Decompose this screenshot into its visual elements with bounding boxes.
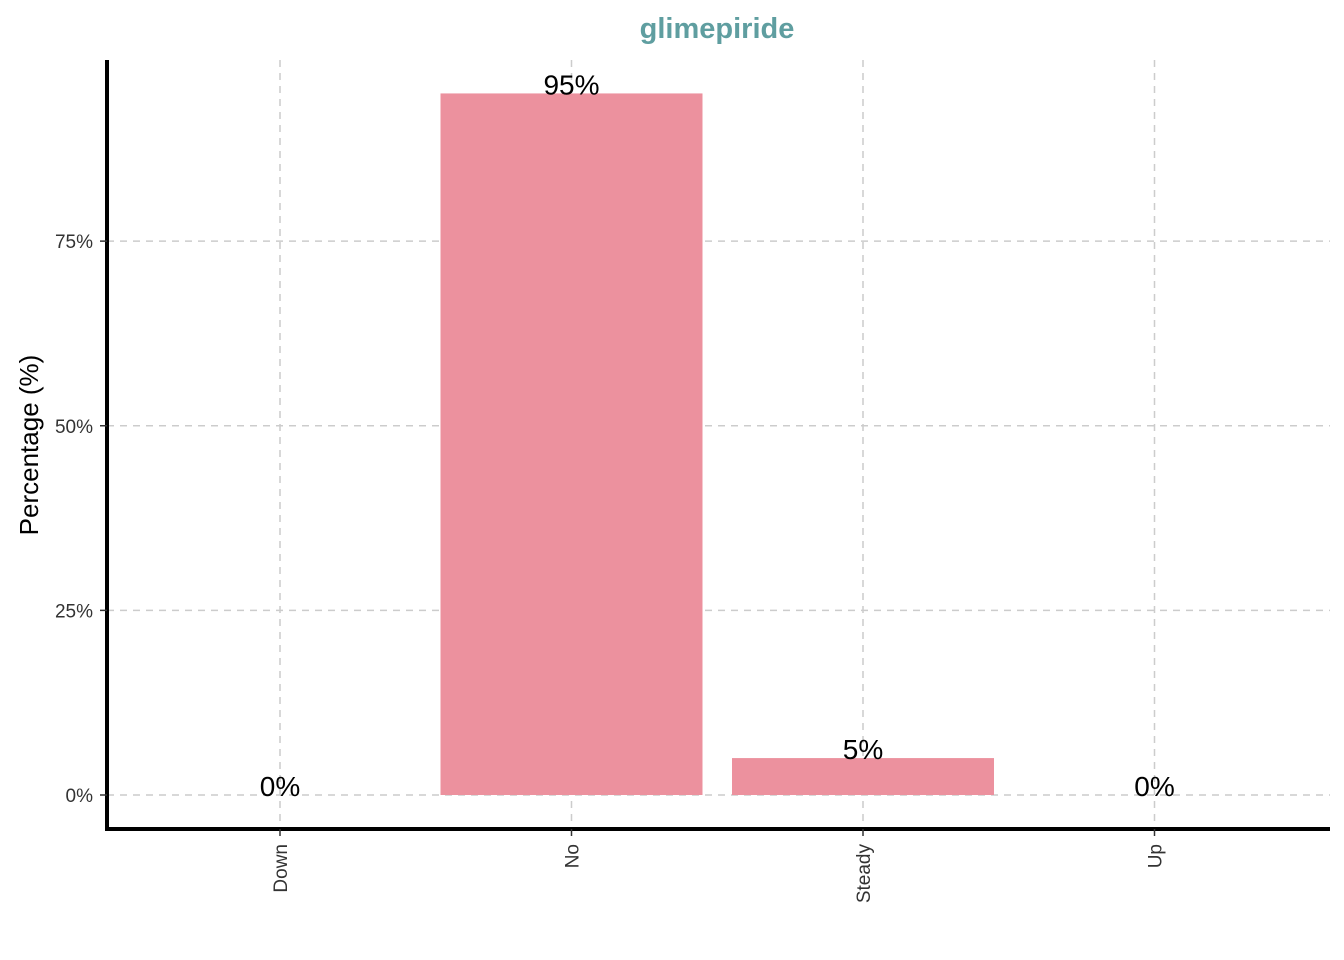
y-tick-label-0: 0% — [66, 786, 94, 807]
bars — [440, 93, 994, 796]
bar-steady — [732, 758, 994, 795]
chart-title: glimepiride — [640, 13, 795, 45]
y-axis-label: Percentage (%) — [14, 355, 44, 536]
data-label-down: 0% — [260, 771, 300, 802]
y-tick-label-3: 75% — [55, 232, 93, 253]
grid-lines — [107, 60, 1330, 829]
y-tick-label-2: 50% — [55, 417, 93, 438]
bar-no — [440, 93, 703, 796]
data-labels: 0% 95% 5% 0% — [260, 69, 1175, 802]
data-label-steady: 5% — [843, 734, 883, 765]
y-tick-label-1: 25% — [55, 601, 93, 622]
x-tick-label-steady: Steady — [854, 844, 875, 904]
axes: 0% 25% 50% 75% Down No Steady Up — [55, 60, 1330, 903]
x-tick-label-up: Up — [1146, 844, 1167, 868]
data-label-up: 0% — [1134, 771, 1174, 802]
x-tick-label-no: No — [563, 844, 584, 868]
x-tick-label-down: Down — [271, 844, 292, 893]
data-label-no: 95% — [543, 69, 599, 100]
